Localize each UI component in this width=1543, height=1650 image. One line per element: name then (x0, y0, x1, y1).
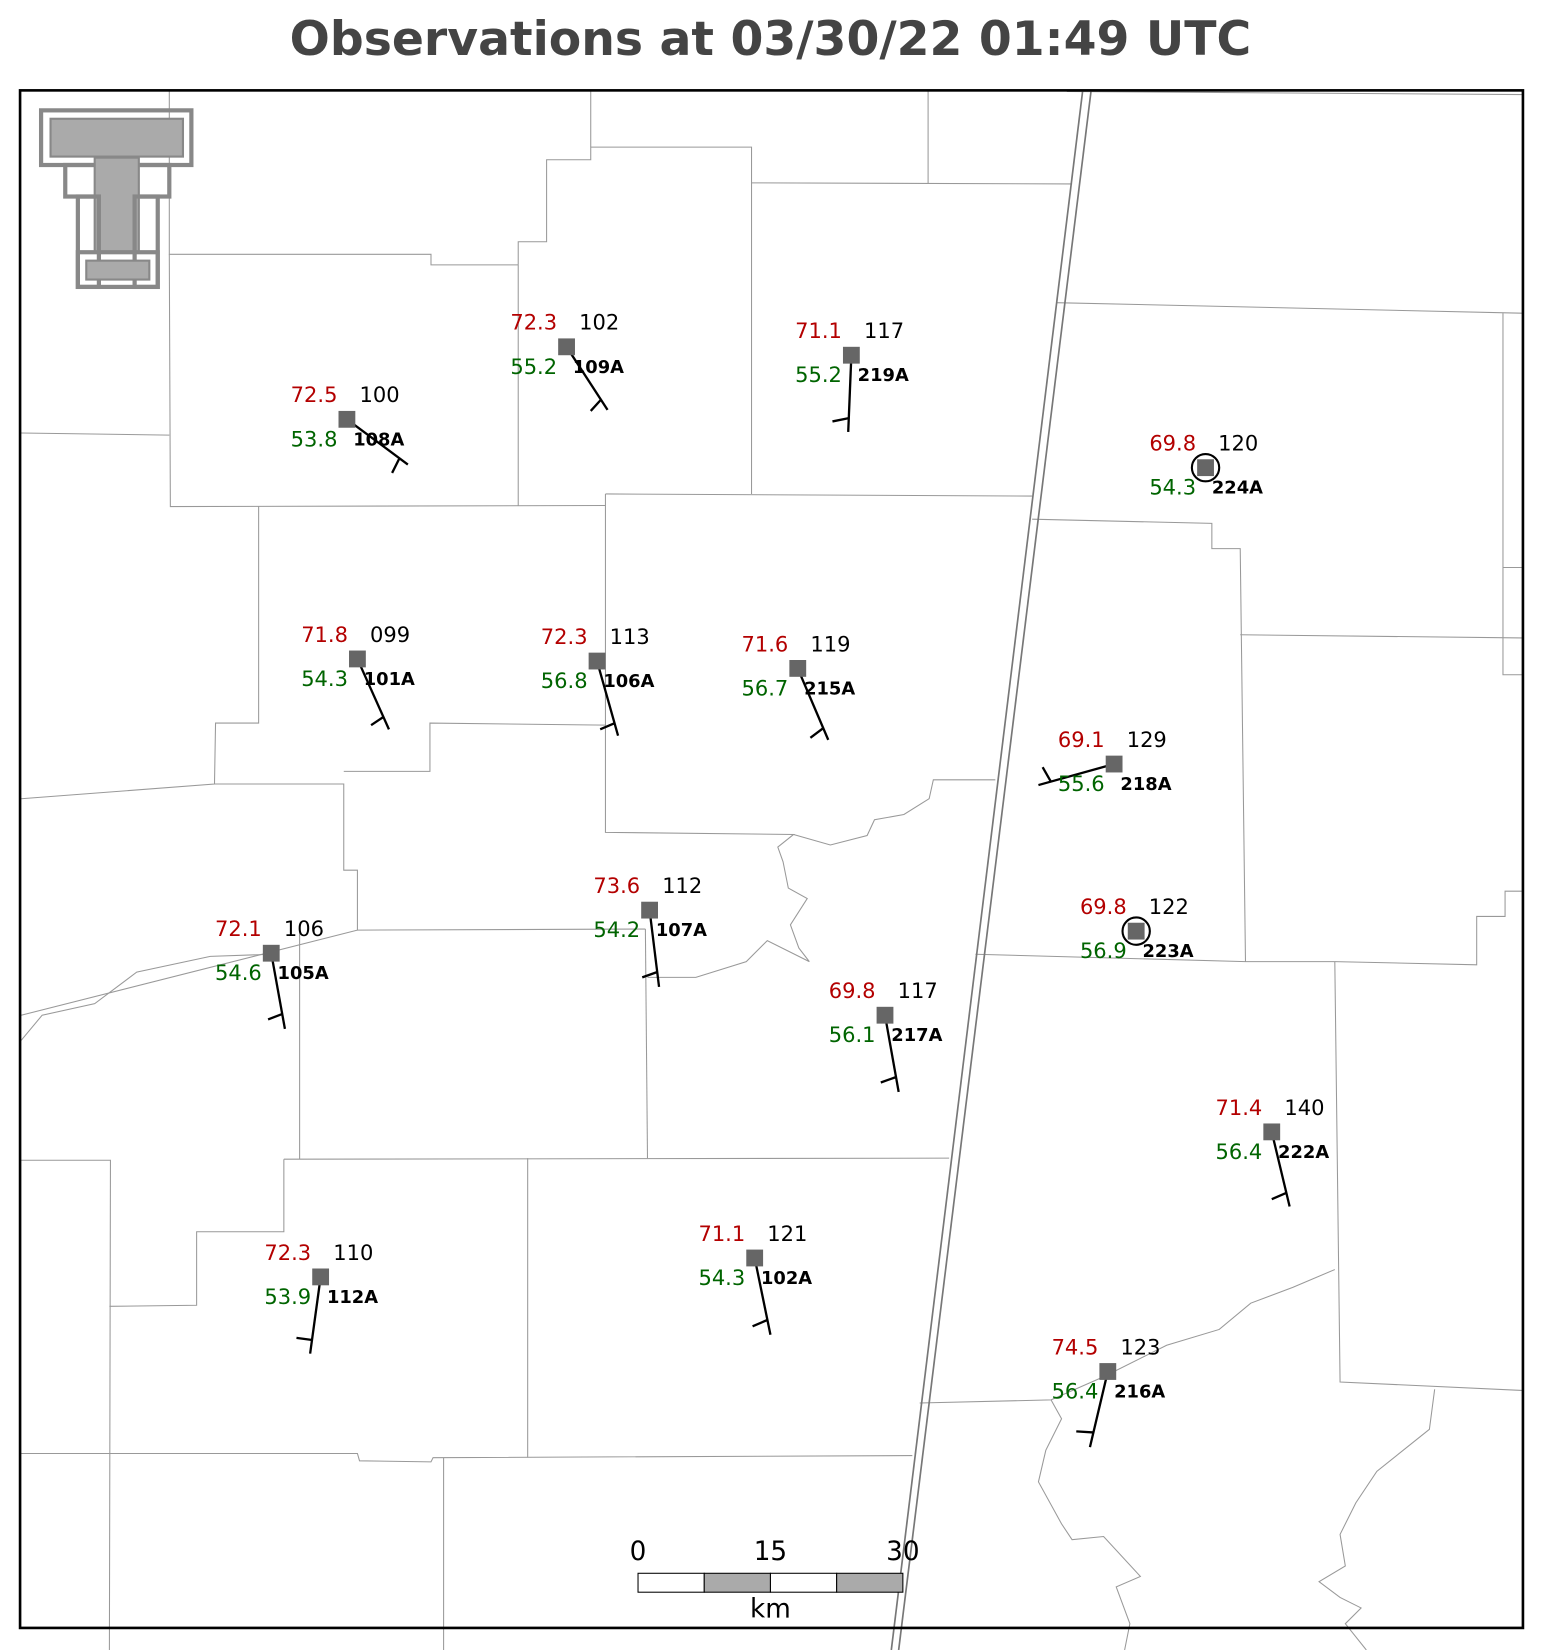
pressure: 121 (767, 1221, 807, 1246)
station-marker (876, 1006, 894, 1024)
dewpoint: 56.8 (541, 668, 588, 693)
temperature: 69.1 (1058, 727, 1105, 752)
temperature: 69.8 (1149, 431, 1196, 456)
station-marker (262, 944, 280, 962)
temperature: 71.6 (742, 631, 789, 656)
scale-label: 15 (754, 1537, 787, 1567)
dewpoint: 55.2 (795, 362, 842, 387)
pressure: 113 (610, 624, 650, 649)
temperature: 72.3 (264, 1240, 311, 1265)
dewpoint: 54.2 (593, 917, 640, 942)
dewpoint: 53.8 (291, 426, 338, 451)
pressure: 106 (284, 916, 324, 941)
station-marker (558, 338, 575, 356)
frame (18, 89, 1525, 1630)
pressure: 123 (1120, 1334, 1160, 1359)
station-id: 216A (1114, 1382, 1165, 1403)
wind-barbs (267, 346, 1291, 1448)
station-marker (312, 1268, 330, 1286)
station-marker (349, 650, 366, 668)
pressure: 120 (1218, 431, 1258, 456)
station-id: 222A (1278, 1142, 1329, 1163)
temperature: 71.8 (301, 622, 348, 647)
pressure: 117 (898, 978, 938, 1003)
pressure: 102 (579, 310, 619, 335)
dewpoint: 54.6 (215, 960, 262, 985)
station-marker (338, 410, 356, 428)
dewpoint: 55.6 (1058, 771, 1105, 796)
temperature: 72.3 (510, 310, 557, 335)
station-id: 223A (1142, 941, 1193, 962)
station-id: 224A (1212, 478, 1263, 499)
temperature: 69.8 (829, 978, 876, 1003)
temperature: 71.1 (795, 318, 842, 343)
temperature: 71.1 (698, 1221, 745, 1246)
station-marker (1127, 922, 1145, 940)
county-lines (20, 90, 1522, 1650)
station-id: 102A (761, 1268, 812, 1289)
dewpoint: 56.4 (1052, 1379, 1099, 1404)
temperature: 72.1 (215, 916, 262, 941)
station-marker (1263, 1123, 1281, 1141)
station-id: 218A (1120, 774, 1171, 795)
dewpoint: 56.1 (829, 1022, 876, 1047)
station-marker (641, 901, 658, 919)
pressure: 119 (810, 631, 850, 656)
pressure: 099 (370, 622, 410, 647)
station-marker (1197, 459, 1214, 477)
dewpoint: 54.3 (1149, 475, 1196, 500)
station-id: 219A (858, 365, 909, 386)
logo (38, 108, 194, 290)
dewpoint: 56.9 (1080, 938, 1127, 963)
dewpoint: 56.7 (742, 675, 789, 700)
pressure: 122 (1149, 894, 1189, 919)
station-id: 101A (364, 669, 415, 690)
pressure: 110 (333, 1240, 373, 1265)
pressure: 129 (1127, 727, 1167, 752)
station-id: 106A (603, 671, 654, 692)
pressure: 117 (864, 318, 904, 343)
dewpoint: 56.4 (1216, 1139, 1263, 1164)
temperature: 71.4 (1216, 1095, 1263, 1120)
dewpoint: 55.2 (510, 354, 557, 379)
station-id: 109A (573, 357, 624, 378)
title: Observations at 03/30/22 01:49 UTC (290, 12, 1252, 67)
station-marker (789, 660, 807, 677)
scale-unit: km (750, 1595, 791, 1625)
scale-label: 30 (886, 1537, 919, 1567)
dewpoint: 53.9 (264, 1284, 311, 1309)
station-marker (588, 652, 606, 670)
dewpoint: 54.3 (698, 1265, 745, 1290)
temperature: 73.6 (593, 873, 640, 898)
station-marker (1105, 755, 1123, 773)
station-marker (746, 1249, 764, 1267)
temperature: 74.5 (1052, 1334, 1099, 1359)
scale-label: 0 (630, 1537, 647, 1567)
pressure: 112 (662, 873, 702, 898)
stations: 72.5 100 53.8 108A 72.3 102 55.2 109A 71.1 117 55.… (215, 310, 1329, 1404)
scale-bar: 0 15 30 km (630, 1537, 920, 1625)
station-marker (1099, 1363, 1117, 1380)
station-marker (842, 346, 860, 364)
station-id: 217A (891, 1025, 942, 1046)
temperature: 72.5 (291, 382, 338, 407)
station-id: 105A (278, 963, 329, 984)
temperature: 72.3 (541, 624, 588, 649)
pressure: 100 (360, 382, 400, 407)
station-id: 112A (327, 1287, 378, 1308)
station-id: 107A (656, 920, 707, 941)
dewpoint: 54.3 (301, 666, 348, 691)
station-id: 215A (804, 678, 855, 699)
station-id: 108A (353, 429, 404, 450)
temperature: 69.8 (1080, 894, 1127, 919)
pressure: 140 (1284, 1095, 1324, 1120)
